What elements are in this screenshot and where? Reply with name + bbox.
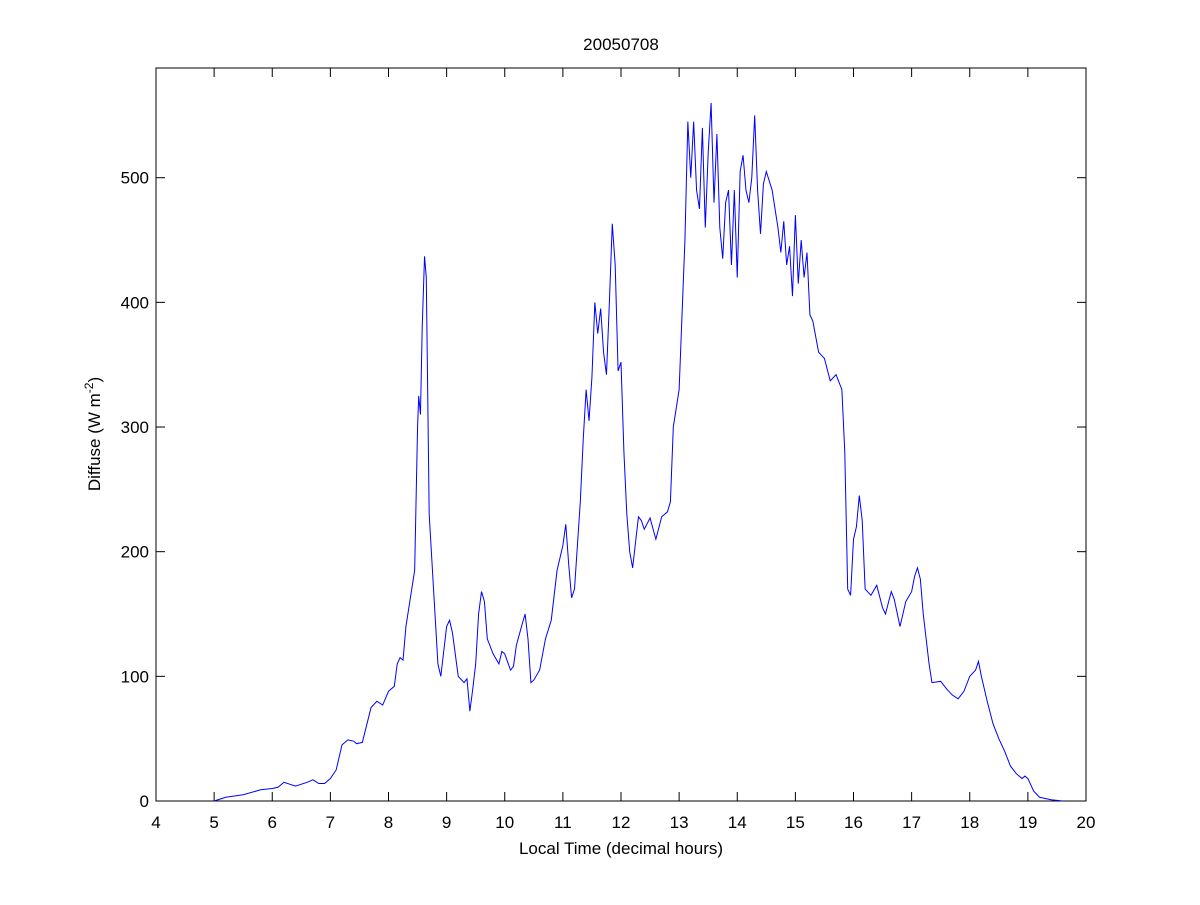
y-axis-label: Diffuse (W m-2) <box>82 377 104 491</box>
x-tick-label: 13 <box>670 813 689 832</box>
x-tick-label: 12 <box>612 813 631 832</box>
chart-title: 20050708 <box>583 35 659 54</box>
x-tick-label: 17 <box>902 813 921 832</box>
plot-frame <box>155 67 1087 802</box>
y-label-text: Diffuse (W m <box>85 393 104 491</box>
y-tick-label: 400 <box>121 293 149 312</box>
y-label-suffix: ) <box>85 377 104 383</box>
x-tick-label: 5 <box>209 813 218 832</box>
x-tick-label: 8 <box>384 813 393 832</box>
x-tick-label: 9 <box>442 813 451 832</box>
y-tick-label: 200 <box>121 543 149 562</box>
x-tick-label: 19 <box>1018 813 1037 832</box>
x-tick-label: 20 <box>1077 813 1096 832</box>
x-tick-label: 6 <box>268 813 277 832</box>
y-tick-label: 500 <box>121 169 149 188</box>
x-tick-label: 11 <box>554 813 572 832</box>
x-tick-label: 10 <box>495 813 514 832</box>
x-tick-label: 15 <box>786 813 805 832</box>
x-tick-label: 4 <box>151 813 160 832</box>
data-line <box>213 102 1063 802</box>
y-tick-label: 0 <box>140 792 149 811</box>
y-tick-label: 300 <box>121 418 149 437</box>
x-tick-label: 18 <box>960 813 979 832</box>
x-tick-label: 14 <box>728 813 747 832</box>
y-tick-label: 100 <box>121 667 149 686</box>
x-axis-label: Local Time (decimal hours) <box>519 839 723 858</box>
x-tick-label: 7 <box>326 813 335 832</box>
y-label-sup: -2 <box>82 382 96 393</box>
x-tick-label: 16 <box>844 813 863 832</box>
